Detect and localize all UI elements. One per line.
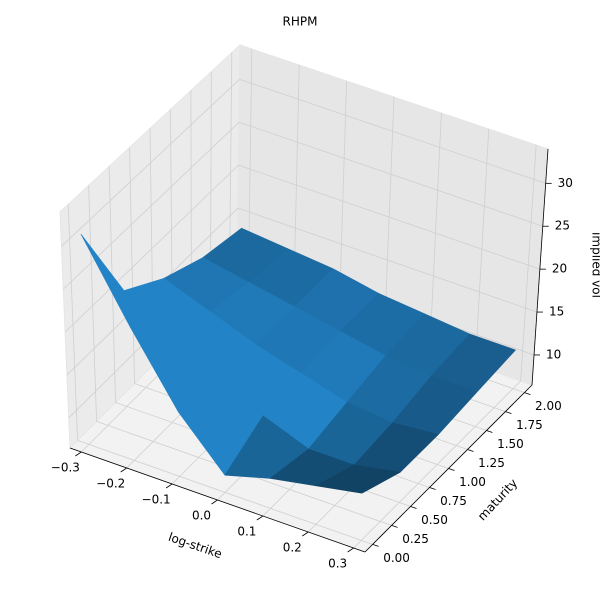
y-tick-label: 1.25: [478, 456, 505, 470]
z-tick-label: 30: [558, 176, 573, 190]
x-tick: [75, 451, 82, 457]
x-axis-label: log-strike: [167, 530, 224, 561]
x-tick-label: 0.0: [192, 509, 211, 523]
x-tick-label: −0.3: [51, 461, 80, 475]
y-tick: [505, 411, 512, 414]
x-tick: [165, 483, 173, 489]
x-tick: [120, 467, 127, 473]
x-tick: [256, 515, 264, 521]
y-tick-label: 0.00: [383, 551, 410, 565]
y-tick-label: 0.50: [421, 513, 448, 527]
z-tick-label: 15: [549, 305, 564, 319]
grid-line: [62, 121, 240, 290]
y-tick-label: 2.00: [535, 399, 562, 413]
x-tick-label: 0.3: [328, 557, 347, 571]
x-tick: [211, 499, 218, 505]
grid-line: [61, 79, 240, 247]
grid-line: [429, 112, 442, 350]
y-tick-label: 1.75: [516, 418, 543, 432]
x-tick: [347, 547, 354, 553]
y-tick: [524, 392, 531, 395]
chart-title: RHPM: [283, 15, 318, 29]
y-tick: [429, 487, 436, 490]
y-tick-label: 1.00: [459, 475, 486, 489]
grid-line: [238, 121, 543, 227]
x-tick-label: 0.2: [283, 541, 302, 555]
y-tick-label: 0.75: [440, 494, 467, 508]
grid-line: [474, 128, 490, 366]
z-axis-label: implied vol: [590, 232, 600, 298]
grid-line: [64, 164, 239, 333]
y-tick: [391, 525, 398, 528]
y-tick: [448, 468, 455, 471]
x-axis-line: [69, 447, 366, 553]
y-tick-label: 0.25: [402, 532, 429, 546]
z-axis-line: [531, 148, 549, 386]
grid-line: [129, 147, 135, 384]
y-tick: [486, 430, 493, 433]
z-tick-label: 25: [555, 219, 570, 233]
grid-line: [88, 185, 97, 422]
x-tick: [302, 531, 309, 537]
y-axis-line: [364, 384, 533, 553]
grid-line: [237, 207, 538, 313]
y-tick: [410, 506, 417, 509]
x-tick-label: 0.1: [237, 525, 256, 539]
grid-line: [67, 204, 78, 441]
grid-line: [239, 78, 546, 184]
z-tick-label: 20: [552, 262, 567, 276]
y-tick-label: 1.50: [497, 437, 524, 451]
grid-line: [384, 96, 395, 334]
grid-line: [238, 164, 540, 270]
y-tick: [372, 544, 379, 547]
grid-line: [520, 144, 537, 382]
x-tick-label: −0.2: [96, 477, 125, 491]
x-tick-label: −0.1: [142, 493, 171, 507]
grid-line: [77, 440, 373, 545]
y-tick: [467, 449, 474, 452]
surface-patch: [315, 464, 401, 494]
z-tick-label: 10: [546, 347, 561, 361]
